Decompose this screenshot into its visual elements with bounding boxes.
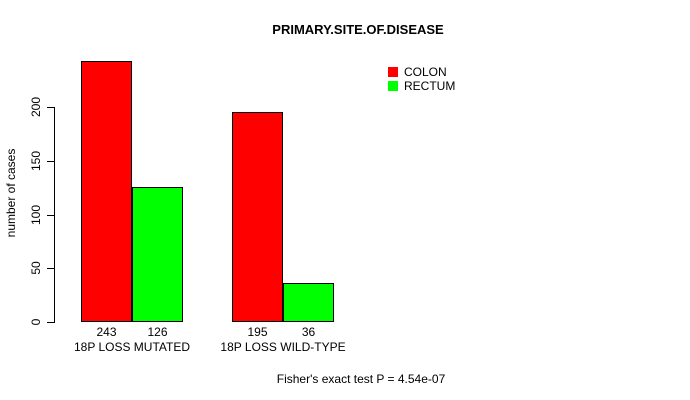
y-tick-line: [47, 161, 54, 162]
bar-value-label: 195: [247, 325, 268, 339]
legend-swatch-icon: [388, 81, 398, 91]
bar-rectum-0: [132, 187, 183, 322]
legend-label: RECTUM: [404, 79, 456, 93]
bar-value-label: 36: [301, 325, 316, 339]
y-tick-label: 150: [29, 150, 43, 172]
y-tick-label: 100: [29, 204, 43, 226]
y-tick-line: [47, 322, 54, 323]
legend-label: COLON: [404, 65, 447, 79]
legend-row-colon: COLON: [388, 65, 455, 79]
bar-colon-1: [232, 112, 283, 322]
y-tick-label: 200: [29, 96, 43, 118]
legend-row-rectum: RECTUM: [388, 79, 455, 93]
y-axis-title: number of cases: [4, 148, 18, 238]
category-label: 18P LOSS MUTATED: [73, 340, 191, 354]
y-axis-line: [54, 107, 55, 323]
bar-colon-0: [81, 61, 132, 322]
y-tick-line: [47, 215, 54, 216]
legend-swatch-icon: [388, 67, 398, 77]
footer-annotation: Fisher's exact test P = 4.54e-07: [276, 372, 446, 386]
bar-value-label: 243: [96, 325, 117, 339]
y-tick-line: [47, 107, 54, 108]
bar-value-label: 126: [147, 325, 168, 339]
bar-rectum-1: [283, 283, 334, 322]
legend: COLON RECTUM: [388, 65, 455, 93]
y-tick-label: 50: [29, 261, 43, 275]
y-tick-label: 0: [29, 318, 43, 326]
category-label: 18P LOSS WILD-TYPE: [220, 340, 346, 354]
chart-title: PRIMARY.SITE.OF.DISEASE: [272, 22, 444, 37]
y-tick-line: [47, 268, 54, 269]
